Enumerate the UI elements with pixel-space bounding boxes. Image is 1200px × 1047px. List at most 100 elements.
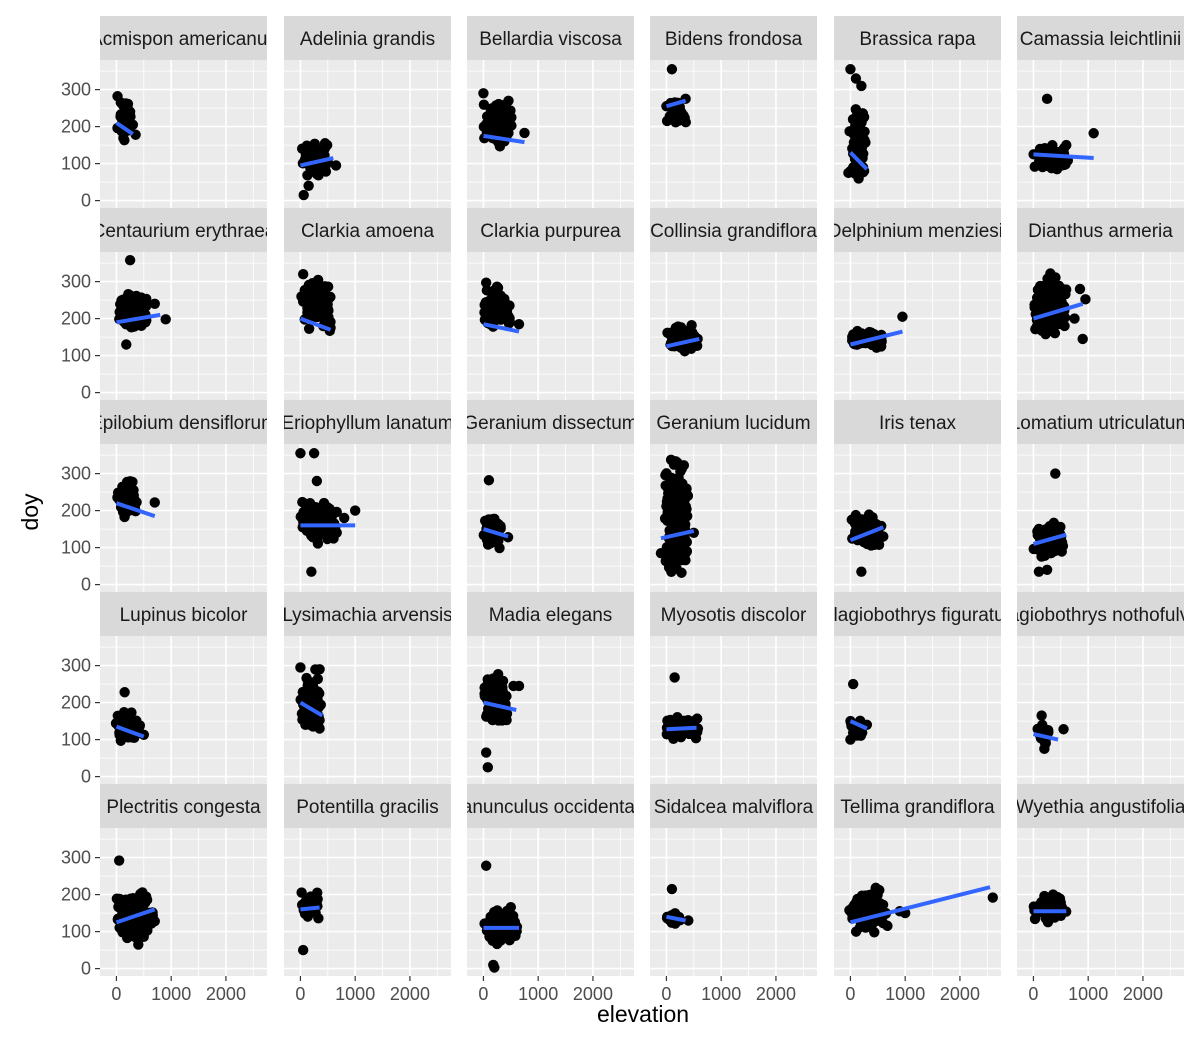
x-tick-label: 2000 (940, 984, 980, 1004)
data-point (119, 134, 130, 146)
data-point (480, 860, 492, 871)
data-point (114, 488, 126, 499)
panel-background (650, 636, 817, 784)
x-tick-label: 1000 (151, 984, 191, 1004)
data-point (655, 547, 667, 559)
data-point (680, 486, 692, 498)
trend-line (666, 914, 686, 923)
data-point (304, 527, 315, 538)
facet-strip (650, 16, 817, 60)
data-point (662, 715, 673, 726)
x-tick-label: 1000 (701, 984, 741, 1004)
facet-strip-label: Myosotis discolor (661, 605, 807, 626)
data-point (149, 298, 160, 309)
data-point (853, 173, 864, 184)
data-point (664, 556, 675, 568)
data-point (1050, 291, 1061, 303)
y-tick-label: 100 (61, 730, 91, 750)
data-point (661, 115, 673, 127)
data-point (847, 678, 859, 690)
data-point (309, 278, 320, 289)
facet-strip-label: Adelinia grandis (300, 29, 435, 50)
data-point (306, 566, 317, 577)
data-point (1028, 543, 1039, 555)
data-point (856, 330, 867, 341)
y-tick-label: 300 (61, 464, 91, 484)
trend-line (1032, 532, 1067, 546)
facet-strip (284, 592, 451, 636)
trend-line (483, 322, 520, 334)
data-point (862, 537, 873, 548)
y-tick-label: 0 (81, 383, 91, 403)
data-point (122, 488, 134, 499)
facet-strip (284, 208, 451, 252)
data-point (295, 448, 306, 459)
trend-line (482, 527, 509, 539)
data-point (845, 165, 856, 177)
facet-strip-label: Epilobium densiflorum (90, 413, 277, 434)
facet-panel: Ranunculus occidentalis 0 1000 2000 (467, 784, 634, 1004)
data-point (139, 923, 150, 934)
data-point (897, 311, 908, 322)
data-point (683, 915, 694, 926)
data-point (875, 339, 887, 351)
data-point (846, 903, 858, 914)
data-point (1041, 158, 1052, 169)
data-point (299, 284, 310, 296)
facet-panel: Tellima grandiflora 0 1000 2000 (834, 784, 1001, 1004)
facet-strip-label: Bidens frondosa (665, 29, 803, 50)
data-point (856, 80, 867, 92)
data-point (679, 519, 690, 530)
facet-strip (100, 16, 267, 60)
facet-panel: Lysimachia arvensis (284, 592, 451, 784)
facet-strip-label: Camassia leichtlinii (1020, 29, 1182, 50)
data-point (853, 136, 864, 147)
data-point (664, 511, 676, 522)
data-point (1054, 312, 1066, 323)
x-tick-label: 0 (845, 984, 855, 1004)
facet-strip-label: Brassica rapa (859, 29, 976, 50)
data-point (302, 307, 313, 318)
y-tick-label: 300 (61, 656, 91, 676)
data-point (1049, 327, 1061, 339)
data-point (500, 126, 511, 138)
data-point (504, 312, 515, 324)
facet-strip (834, 208, 1001, 252)
data-point (670, 473, 681, 485)
data-point (121, 476, 133, 488)
trend-line (849, 885, 991, 925)
data-point (669, 672, 680, 683)
y-tick-label: 200 (61, 309, 91, 329)
data-point (310, 699, 322, 711)
data-point (141, 891, 152, 902)
facet-panel: Plagiobothrys nothofulvus (1017, 592, 1184, 784)
trend-line (116, 312, 161, 325)
x-tick-label: 0 (1028, 984, 1038, 1004)
data-point (308, 677, 319, 688)
facet-panel: Epilobium densiflorum 0 100 200 300 (61, 400, 277, 595)
data-point (482, 762, 494, 773)
data-point (487, 290, 498, 301)
y-tick-label: 0 (81, 767, 91, 787)
facet-panel: Geranium dissectum (467, 400, 634, 592)
data-point (1088, 128, 1099, 139)
facet-strip (467, 16, 634, 60)
data-point (127, 892, 139, 904)
data-point (308, 448, 320, 459)
data-point (135, 294, 147, 306)
data-point (674, 543, 685, 554)
data-point (303, 718, 315, 729)
facet-strip (284, 400, 451, 444)
data-point (349, 505, 361, 516)
data-point (115, 97, 127, 108)
data-point (483, 475, 495, 486)
x-tick-label: 0 (295, 984, 305, 1004)
data-point (130, 302, 141, 314)
data-point (668, 459, 680, 470)
x-axis-title: elevation (597, 1001, 689, 1027)
trend-line (665, 98, 687, 109)
data-point (854, 113, 865, 124)
data-point (1052, 891, 1063, 903)
x-tick-label: 2000 (206, 984, 246, 1004)
facet-strip (834, 784, 1001, 828)
